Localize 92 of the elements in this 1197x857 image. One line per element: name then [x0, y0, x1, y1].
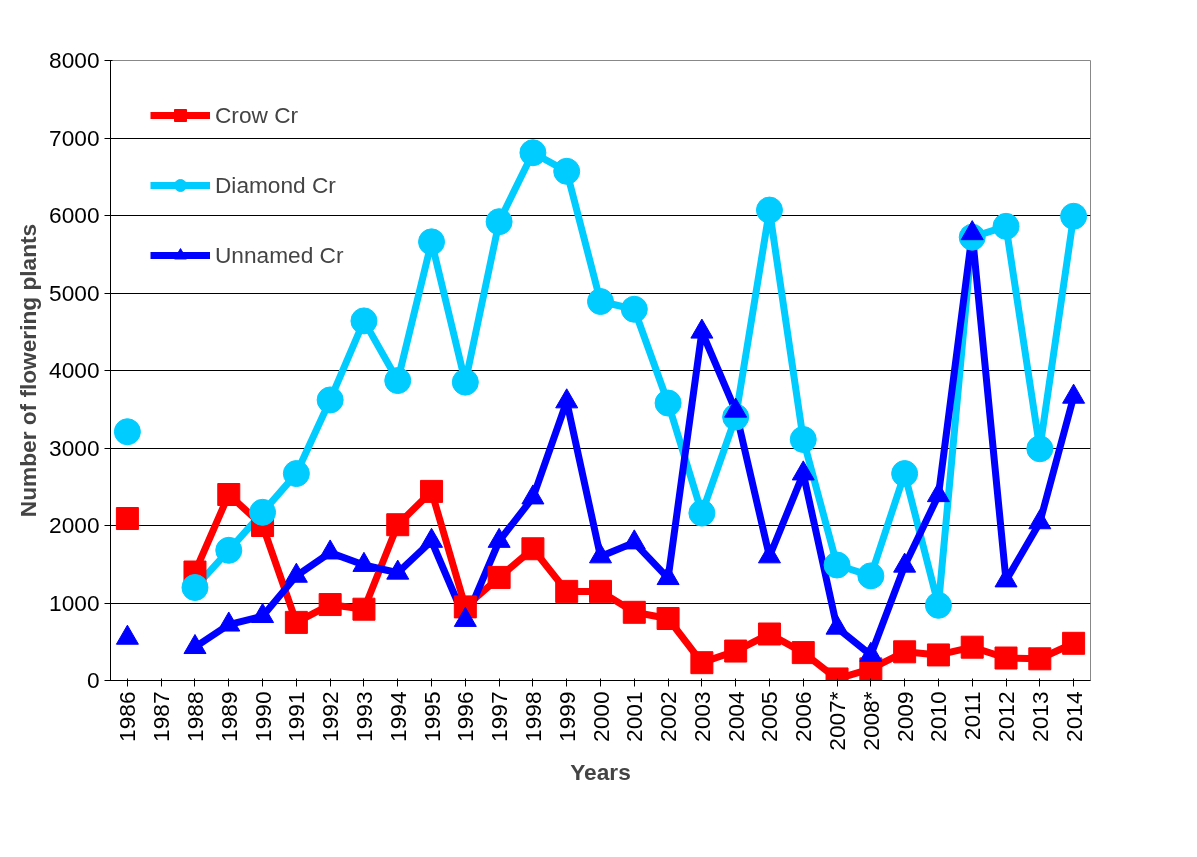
- point: [282, 460, 310, 488]
- x-tick-label: 2008*: [857, 691, 884, 751]
- point: [926, 643, 950, 667]
- point: [181, 574, 209, 601]
- y-tick-label: 2000: [49, 512, 100, 538]
- x-tick-label: 1995: [418, 691, 445, 742]
- y-axis-title: Number of flowering plants: [15, 223, 42, 518]
- point: [350, 307, 378, 335]
- y-tick-label: 5000: [49, 279, 100, 306]
- point: [113, 418, 141, 446]
- x-tick-label: 2005: [756, 691, 783, 742]
- x-tick-label: 2004: [722, 691, 749, 742]
- point: [755, 196, 783, 224]
- x-tick-label: 1996: [452, 691, 479, 742]
- point: [318, 593, 342, 617]
- point: [891, 460, 919, 488]
- point: [519, 139, 547, 167]
- point: [994, 646, 1018, 670]
- x-tick-label: 2012: [993, 691, 1020, 742]
- x-tick-label: 1987: [148, 691, 175, 742]
- point: [622, 600, 646, 624]
- point: [690, 651, 714, 675]
- point: [316, 386, 344, 414]
- x-tick-label: 2003: [688, 691, 715, 742]
- x-tick-label: 2009: [891, 691, 918, 742]
- point: [654, 389, 682, 417]
- point: [487, 565, 511, 589]
- x-tick-label: 2001: [621, 691, 648, 742]
- y-tick-label: 4000: [49, 357, 100, 383]
- x-tick-label: 1992: [317, 691, 344, 742]
- x-tick-label: 2013: [1026, 691, 1053, 742]
- x-tick-label: 1990: [249, 691, 276, 742]
- point: [656, 607, 680, 630]
- point: [521, 537, 545, 561]
- point: [249, 498, 277, 526]
- x-tick-label: 1997: [486, 691, 513, 742]
- point: [823, 551, 851, 579]
- point: [555, 579, 579, 603]
- x-tick-label: 2000: [587, 691, 614, 742]
- point: [420, 479, 444, 503]
- x-tick-label: 1993: [350, 691, 377, 742]
- point: [418, 228, 446, 256]
- point: [789, 426, 817, 453]
- point: [1060, 202, 1088, 230]
- point: [451, 368, 479, 396]
- point: [352, 597, 376, 621]
- point: [960, 635, 984, 659]
- point: [1028, 647, 1052, 671]
- x-tick-label: 1994: [384, 691, 411, 742]
- point: [688, 499, 716, 527]
- point: [992, 212, 1020, 240]
- x-tick-label: 2014: [1060, 691, 1087, 742]
- x-tick-label: 1991: [283, 691, 310, 742]
- point: [386, 513, 410, 537]
- point: [587, 288, 614, 315]
- point: [284, 610, 308, 634]
- point: [485, 208, 513, 236]
- point: [1062, 631, 1086, 655]
- point: [215, 536, 243, 564]
- point: [857, 562, 885, 590]
- point: [620, 295, 648, 323]
- legend-label: Unnamed Cr: [215, 241, 344, 269]
- x-tick-label: 1998: [519, 691, 546, 742]
- x-tick-label: 2006: [790, 691, 817, 742]
- x-axis-title: Years: [570, 758, 631, 785]
- point: [1026, 435, 1054, 463]
- x-tick-label: 1999: [553, 691, 580, 742]
- x-tick-label: 2010: [925, 691, 952, 742]
- y-tick-label: 1000: [49, 589, 100, 616]
- y-tick-label: 8000: [49, 47, 100, 73]
- legend-label: Crow Cr: [215, 101, 299, 129]
- y-tick-label: 0: [86, 667, 100, 693]
- point: [217, 483, 241, 506]
- point: [924, 591, 952, 619]
- point: [724, 639, 748, 663]
- point: [893, 640, 917, 664]
- y-tick-label: 3000: [49, 434, 100, 461]
- y-tick-label: 6000: [49, 202, 100, 228]
- x-tick-label: 1988: [181, 691, 208, 742]
- point: [553, 157, 581, 185]
- x-tick-label: 1989: [215, 691, 242, 742]
- point: [757, 622, 781, 646]
- point: [384, 367, 412, 395]
- point: [589, 579, 612, 603]
- point: [115, 507, 139, 531]
- x-tick-label: 2011: [959, 691, 986, 741]
- legend-label: Diamond Cr: [215, 171, 336, 199]
- x-tick-label: 2002: [655, 691, 682, 742]
- x-tick-label: 2007*: [824, 691, 851, 751]
- point: [791, 641, 815, 665]
- x-tick-label: 1986: [114, 691, 141, 742]
- y-tick-label: 7000: [49, 124, 100, 151]
